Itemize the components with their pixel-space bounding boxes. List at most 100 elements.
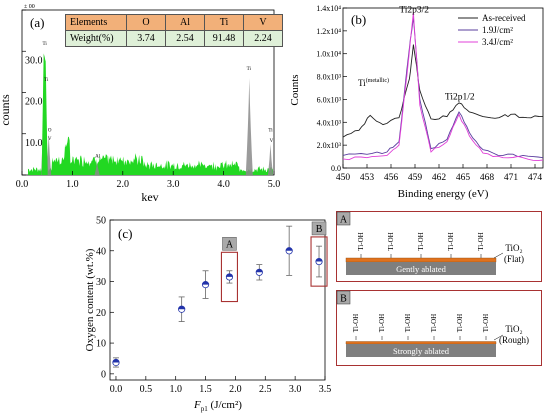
- oxygen-x-tick-label: 0.5: [140, 384, 153, 395]
- eds-xlabel: kev: [141, 190, 158, 204]
- xps-legend: As-received 1.9J/cm² 3.4J/cm²: [458, 13, 526, 47]
- oxygen-x-tick-label: 2.5: [259, 384, 272, 395]
- oxygen-x-tick-label: 3.0: [289, 384, 302, 395]
- oxygen-data-point-half: [178, 306, 185, 310]
- oxygen-panel-label: (c): [118, 226, 132, 241]
- eds-panel-label: (a): [30, 15, 44, 30]
- eds-ylabel: counts: [0, 94, 12, 126]
- eds-table-cell: 2.54: [165, 30, 205, 47]
- xps-plot-frame: [342, 7, 544, 169]
- oxygen-ylabel: Oxygen content (wt.%): [84, 248, 96, 351]
- xps-y-tick-label: 0.0: [331, 164, 341, 173]
- schematic-a-substrate-text: Gently ablated: [396, 264, 447, 274]
- xps-peak-annotation: Ti2p1/2: [445, 92, 475, 102]
- xps-metallic-text: Ti: [358, 78, 366, 88]
- oxygen-data-point-half: [256, 269, 263, 273]
- hydroxyl-group-label: Ti-OH: [387, 232, 395, 250]
- oxygen-box-label-bg: [222, 237, 237, 251]
- xps-x-tick-label: 456: [384, 173, 399, 183]
- eds-peak-label: O: [48, 129, 52, 134]
- eds-spectrum-fill: [28, 136, 273, 175]
- schematic-b-label: B: [340, 294, 347, 305]
- xps-x-tick-label: 468: [480, 173, 495, 183]
- schematic-a-surface: (Flat): [504, 254, 524, 264]
- xps-series-line: [342, 44, 544, 138]
- oxygen-box-label: A: [226, 239, 234, 250]
- xps-legend-label: As-received: [482, 13, 526, 23]
- eds-table-cell: 91.48: [204, 30, 244, 47]
- xps-series-line: [342, 12, 544, 162]
- schematic-b-substrate: [346, 344, 496, 357]
- schematic-b-pointer: [493, 334, 504, 341]
- schematic-b-oxide: TiO₂: [505, 324, 522, 334]
- oxygen-highlight-box: [220, 251, 238, 303]
- xps-peak-annotation: Ti2p3/2: [399, 6, 429, 16]
- oxygen-x-tick-label: 3.5: [319, 384, 332, 395]
- hydroxyl-group-label: Ti-OH: [417, 232, 425, 250]
- hydroxyl-group-label: Ti-OH: [352, 314, 360, 332]
- xps-x-tick-label: 471: [504, 173, 519, 183]
- schematic-b: B Ti-OH Ti-OH Ti-OH Ti-OH Ti-OH Ti-OH Strongl…: [336, 290, 542, 366]
- eds-peak-label: Ti: [268, 129, 273, 134]
- oxygen-x-tick-label: 1.5: [199, 384, 212, 395]
- eds-x-tick-label: 2.0: [117, 179, 130, 190]
- xps-x-tick-label: 465: [456, 173, 471, 183]
- oxygen-y-tick-label: 50: [96, 216, 106, 227]
- oxygen-y-tick-label: 10: [96, 339, 106, 350]
- oxygen-data-point-half: [285, 247, 293, 251]
- oxygen-highlight-box: [310, 236, 328, 287]
- eds-peak: [245, 78, 253, 175]
- eds-peak-label: V: [48, 137, 52, 142]
- hydroxyl-group-label: Ti-OH: [482, 314, 490, 332]
- xps-xlabel: Binding energy (eV): [398, 188, 489, 200]
- eds-table-header: O: [126, 14, 166, 31]
- oxygen-x-tick-label: 2.0: [229, 384, 242, 395]
- oxygen-plot-frame: [109, 219, 326, 381]
- hydroxyl-group-label: Ti-OH: [477, 232, 485, 250]
- eds-y-tick-label: 30.0: [25, 55, 43, 66]
- eds-x-tick-label: 4.0: [217, 179, 230, 190]
- eds-table-header: Elements: [65, 14, 127, 31]
- oxygen-chart: 0.0 0.5 1.0 1.5 2.0 2.5 3.0 3.5 0 10 20 30 40 50 A B (…: [84, 216, 332, 414]
- hydroxyl-group-label: Ti-OH: [357, 232, 365, 250]
- xps-metallic-label: Ti(metallic): [358, 77, 389, 88]
- eds-x-tick-label: 3.0: [167, 179, 180, 190]
- xps-y-tick-label: 8.0x10³: [317, 73, 342, 82]
- xps-metallic-sup: (metallic): [366, 77, 389, 84]
- eds-y-tick-label: 10.0: [25, 138, 43, 149]
- hydroxyl-group-label: Ti-OH: [447, 232, 455, 250]
- schematic-b-surface: (Rough): [499, 335, 529, 345]
- xps-y-tick-label: 1.0x10⁴: [316, 50, 341, 59]
- oxygen-box-label-bg: [311, 221, 327, 236]
- oxygen-box-label: B: [316, 224, 323, 235]
- eds-table-header: V: [243, 14, 283, 31]
- eds-table-cell: 3.74: [126, 30, 166, 47]
- eds-peak-label: V: [270, 139, 274, 144]
- xps-legend-label: 1.9J/cm²: [482, 25, 513, 35]
- eds-top-ticks: ± 00: [24, 4, 35, 10]
- hydroxyl-group-label: Ti-OH: [378, 314, 386, 332]
- oxygen-data-point-half: [315, 258, 323, 262]
- xps-y-tick-label: 6.0x10³: [317, 95, 342, 104]
- xps-y-tick-label: 1.2x10⁴: [316, 27, 341, 36]
- oxygen-data-point-half: [202, 281, 209, 285]
- xps-panel-label: (b): [351, 12, 366, 27]
- eds-peak-ti-fill: [41, 53, 48, 175]
- oxygen-data-point-half: [112, 359, 120, 363]
- eds-x-tick-label: 5.0: [268, 179, 281, 190]
- oxygen-xlabel-main: F: [193, 399, 201, 411]
- xps-x-tick-label: 462: [432, 173, 447, 183]
- schematic-a-pointer: [493, 252, 504, 259]
- eds-table-header: Al: [165, 14, 205, 31]
- eds-peak: [94, 161, 100, 175]
- hydroxyl-group-label: Ti-OH: [430, 314, 438, 332]
- eds-x-tick-label: 1.0: [66, 179, 79, 190]
- xps-y-tick-label: 1.4x10⁴: [316, 4, 341, 13]
- eds-weight-table: Elements O Al Ti V Weight(%) 3.74 2.54 9…: [65, 14, 283, 47]
- schematic-a-substrate: [346, 262, 496, 275]
- oxygen-data-point-half: [226, 273, 233, 277]
- eds-peak: [267, 144, 273, 175]
- oxygen-y-tick-label: 0: [101, 369, 106, 380]
- eds-peak-label: Ti: [44, 78, 49, 83]
- eds-table-header: Ti: [204, 14, 244, 31]
